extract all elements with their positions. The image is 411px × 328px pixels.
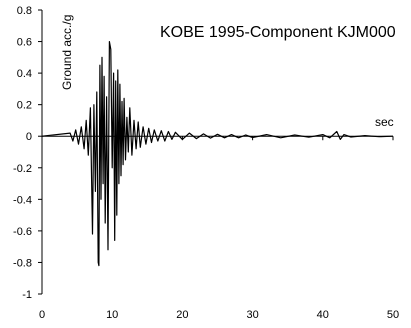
y-tick-label: -0.4 (13, 194, 32, 206)
y-tick-label: 0.4 (17, 68, 32, 80)
x-tick-label: 30 (246, 309, 258, 321)
y-tick-label: 0.2 (17, 100, 32, 112)
x-tick-label: 40 (317, 309, 329, 321)
y-tick-group: 0.8 0.6 0.4 0.2 0 -0.2 -0.4 -0.6 -0.8 -1 (13, 5, 42, 301)
y-tick-label: 0.8 (17, 5, 32, 17)
series-group (41, 40, 394, 267)
y-tick-label: -0.8 (13, 257, 32, 269)
series-line-0 (41, 40, 394, 267)
y-tick-label: 0.6 (17, 37, 32, 49)
y-axis-label: Ground acc./g (60, 15, 74, 90)
y-tick-label: -0.2 (13, 163, 32, 175)
x-tick-group: 0 10 20 30 40 50 (39, 136, 399, 321)
x-tick-label: 0 (39, 309, 45, 321)
x-tick-label: 20 (176, 309, 188, 321)
y-tick-label: -0.6 (13, 226, 32, 238)
y-tick-label: 0 (26, 131, 32, 143)
x-tick-label: 10 (106, 309, 118, 321)
x-tick-label: 50 (387, 309, 399, 321)
chart-title: KOBE 1995-Component KJM000 (160, 24, 396, 41)
y-tick-label: -1 (22, 289, 32, 301)
x-axis-label: sec (375, 115, 394, 129)
